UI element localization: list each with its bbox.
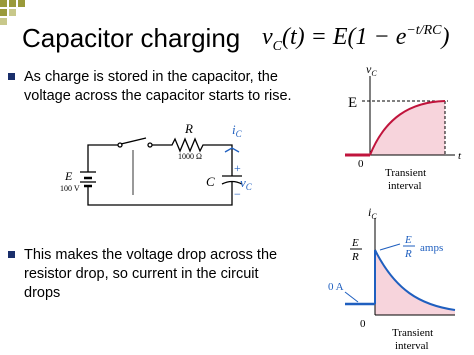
plus-label: + — [234, 161, 241, 175]
text-part: ) — [439, 24, 449, 50]
bullet-text: voltage across the capacitor starts to r… — [24, 88, 292, 104]
x-axis-label: t — [458, 150, 462, 162]
y-axis-label: vC — [366, 62, 377, 78]
text-part: i — [232, 122, 236, 137]
interval-label: interval — [395, 340, 429, 352]
y-axis-label: iC — [368, 205, 377, 221]
bullet-text: This makes the voltage drop across the — [24, 247, 277, 263]
note-numerator: E — [404, 234, 412, 246]
text-part: −t/RC — [406, 23, 442, 38]
text-part: (t) = E(1 − e — [282, 24, 407, 50]
bullet-text: As charge is stored in the capacitor, th… — [24, 69, 278, 85]
origin-label: 0 — [358, 158, 364, 170]
source-label: E — [64, 169, 73, 183]
note-unit: amps — [420, 242, 443, 254]
text-part: v — [240, 175, 246, 190]
source-value: 100 V — [60, 184, 80, 193]
interval-label: interval — [388, 180, 422, 192]
interval-label: Transient — [392, 327, 433, 339]
bullet-text: drops — [24, 285, 60, 301]
voltage-graph — [345, 76, 455, 157]
origin-label: 0 — [360, 318, 366, 330]
text-part: i — [368, 205, 371, 219]
resistor-label: R — [184, 121, 193, 136]
text-part: v — [366, 62, 372, 76]
text-part: C — [236, 129, 243, 139]
bullet — [8, 251, 15, 258]
voltage-label: vC — [240, 175, 253, 192]
text-part: C — [273, 39, 283, 54]
current-graph — [344, 218, 456, 316]
circuit — [80, 137, 243, 206]
bullet — [8, 73, 15, 80]
interval-label: Transient — [385, 167, 426, 179]
text-part: C — [246, 182, 253, 192]
level-denominator: R — [351, 251, 359, 263]
zero-note: 0 A — [328, 281, 344, 293]
corner-decoration — [0, 0, 25, 25]
minus-label: − — [234, 187, 241, 201]
text-part: C — [371, 212, 377, 221]
note-denominator: R — [404, 248, 412, 260]
resistance-label: 1000 Ω — [178, 152, 202, 161]
level-numerator: E — [351, 237, 359, 249]
text-part: C — [371, 69, 377, 78]
text-part: v — [262, 24, 273, 50]
current-label: iC — [232, 122, 243, 139]
capacitor-label: C — [206, 174, 215, 189]
level-label: E — [348, 95, 357, 111]
title: Capacitor charging — [22, 23, 240, 53]
bullet-text: resistor drop, so current in the circuit — [24, 266, 259, 282]
formula: vC(t) = E(1 − e−t/RC) — [262, 23, 449, 54]
